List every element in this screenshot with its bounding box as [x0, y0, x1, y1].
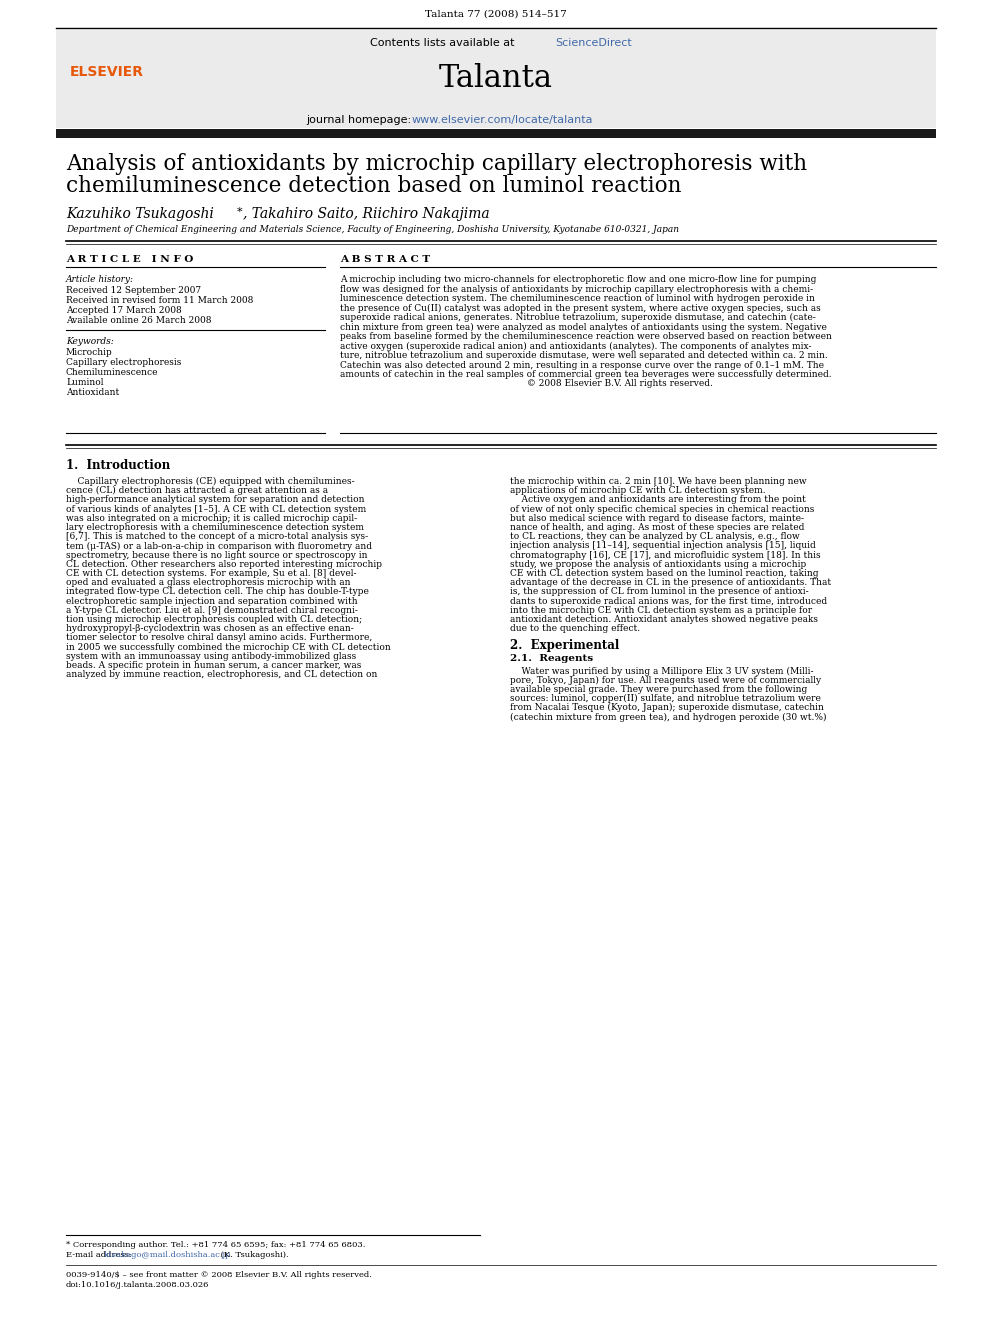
Text: Kazuhiko Tsukagoshi: Kazuhiko Tsukagoshi	[66, 206, 214, 221]
Text: of view of not only specific chemical species in chemical reactions: of view of not only specific chemical sp…	[510, 504, 814, 513]
Text: [6,7]. This is matched to the concept of a micro-total analysis sys-: [6,7]. This is matched to the concept of…	[66, 532, 368, 541]
Text: A microchip including two micro-channels for electrophoretic flow and one micro-: A microchip including two micro-channels…	[340, 275, 816, 284]
Text: Water was purified by using a Millipore Elix 3 UV system (Milli-: Water was purified by using a Millipore …	[510, 667, 813, 676]
Text: applications of microchip CE with CL detection system.: applications of microchip CE with CL det…	[510, 486, 766, 495]
Text: chemiluminescence detection based on luminol reaction: chemiluminescence detection based on lum…	[66, 175, 682, 197]
Text: Article history:: Article history:	[66, 275, 134, 284]
Text: Received in revised form 11 March 2008: Received in revised form 11 March 2008	[66, 296, 253, 306]
Text: A B S T R A C T: A B S T R A C T	[340, 255, 431, 265]
Text: study, we propose the analysis of antioxidants using a microchip: study, we propose the analysis of antiox…	[510, 560, 806, 569]
Text: ELSEVIER: ELSEVIER	[70, 65, 144, 79]
Bar	[56, 130, 936, 138]
Text: nance of health, and aging. As most of these species are related: nance of health, and aging. As most of t…	[510, 523, 805, 532]
Text: ture, nitroblue tetrazolium and superoxide dismutase, were well separated and de: ture, nitroblue tetrazolium and superoxi…	[340, 351, 827, 360]
Text: a Y-type CL detector. Liu et al. [9] demonstrated chiral recogni-: a Y-type CL detector. Liu et al. [9] dem…	[66, 606, 358, 615]
Text: , Takahiro Saito, Riichiro Nakajima: , Takahiro Saito, Riichiro Nakajima	[243, 206, 490, 221]
Text: chromatography [16], CE [17], and microfluidic system [18]. In this: chromatography [16], CE [17], and microf…	[510, 550, 820, 560]
Text: *: *	[237, 206, 243, 217]
Text: is, the suppression of CL from luminol in the presence of antioxi-: is, the suppression of CL from luminol i…	[510, 587, 808, 597]
Text: luminescence detection system. The chemiluminescence reaction of luminol with hy: luminescence detection system. The chemi…	[340, 294, 814, 303]
Text: 2.  Experimental: 2. Experimental	[510, 639, 619, 652]
Text: from Nacalai Tesque (Kyoto, Japan); superoxide dismutase, catechin: from Nacalai Tesque (Kyoto, Japan); supe…	[510, 704, 824, 712]
Text: but also medical science with regard to disease factors, mainte-: but also medical science with regard to …	[510, 513, 804, 523]
Text: sources: luminol, copper(II) sulfate, and nitroblue tetrazolium were: sources: luminol, copper(II) sulfate, an…	[510, 695, 820, 703]
Text: E-mail address:: E-mail address:	[66, 1252, 134, 1259]
Text: the microchip within ca. 2 min [10]. We have been planning new: the microchip within ca. 2 min [10]. We …	[510, 478, 806, 486]
Text: ScienceDirect: ScienceDirect	[555, 38, 632, 48]
Text: in 2005 we successfully combined the microchip CE with CL detection: in 2005 we successfully combined the mic…	[66, 643, 391, 652]
Text: injection analysis [11–14], sequential injection analysis [15], liquid: injection analysis [11–14], sequential i…	[510, 541, 815, 550]
Text: (catechin mixture from green tea), and hydrogen peroxide (30 wt.%): (catechin mixture from green tea), and h…	[510, 712, 826, 721]
Text: CE with CL detection system based on the luminol reaction, taking: CE with CL detection system based on the…	[510, 569, 818, 578]
Text: doi:10.1016/j.talanta.2008.03.026: doi:10.1016/j.talanta.2008.03.026	[66, 1281, 209, 1289]
Text: chin mixture from green tea) were analyzed as model analytes of antioxidants usi: chin mixture from green tea) were analyz…	[340, 323, 827, 332]
Text: © 2008 Elsevier B.V. All rights reserved.: © 2008 Elsevier B.V. All rights reserved…	[340, 380, 713, 389]
Text: Chemiluminescence: Chemiluminescence	[66, 368, 159, 377]
Text: antioxidant detection. Antioxidant analytes showed negative peaks: antioxidant detection. Antioxidant analy…	[510, 615, 818, 624]
Text: CL detection. Other researchers also reported interesting microchip: CL detection. Other researchers also rep…	[66, 560, 382, 569]
Text: Luminol: Luminol	[66, 378, 103, 388]
Text: Analysis of antioxidants by microchip capillary electrophoresis with: Analysis of antioxidants by microchip ca…	[66, 153, 807, 175]
Text: high-performance analytical system for separation and detection: high-performance analytical system for s…	[66, 495, 364, 504]
Text: to CL reactions, they can be analyzed by CL analysis, e.g., flow: to CL reactions, they can be analyzed by…	[510, 532, 800, 541]
Text: peaks from baseline formed by the chemiluminescence reaction were observed based: peaks from baseline formed by the chemil…	[340, 332, 832, 341]
Text: www.elsevier.com/locate/talanta: www.elsevier.com/locate/talanta	[412, 115, 593, 124]
Text: of various kinds of analytes [1–5]. A CE with CL detection system: of various kinds of analytes [1–5]. A CE…	[66, 504, 366, 513]
Text: Keywords:: Keywords:	[66, 337, 114, 347]
Text: (K. Tsukagoshi).: (K. Tsukagoshi).	[218, 1252, 289, 1259]
Text: 2.1.  Reagents: 2.1. Reagents	[510, 655, 593, 663]
Text: pore, Tokyo, Japan) for use. All reagents used were of commercially: pore, Tokyo, Japan) for use. All reagent…	[510, 676, 821, 685]
Text: * Corresponding author. Tel.: +81 774 65 6595; fax: +81 774 65 6803.: * Corresponding author. Tel.: +81 774 65…	[66, 1241, 365, 1249]
Text: Antioxidant: Antioxidant	[66, 388, 119, 397]
Text: Talanta 77 (2008) 514–517: Talanta 77 (2008) 514–517	[426, 11, 566, 19]
Text: advantage of the decrease in CL in the presence of antioxidants. That: advantage of the decrease in CL in the p…	[510, 578, 831, 587]
Text: tiomer selector to resolve chiral dansyl amino acids. Furthermore,: tiomer selector to resolve chiral dansyl…	[66, 634, 372, 643]
Bar	[56, 30, 936, 128]
Text: ktsukago@mail.doshisha.ac.jp: ktsukago@mail.doshisha.ac.jp	[104, 1252, 231, 1259]
Text: Microchip: Microchip	[66, 348, 113, 357]
Text: tem (μ-TAS) or a lab-on-a-chip in comparison with fluorometry and: tem (μ-TAS) or a lab-on-a-chip in compar…	[66, 541, 372, 550]
Text: cence (CL) detection has attracted a great attention as a: cence (CL) detection has attracted a gre…	[66, 486, 328, 495]
Text: 0039-9140/$ – see front matter © 2008 Elsevier B.V. All rights reserved.: 0039-9140/$ – see front matter © 2008 El…	[66, 1271, 372, 1279]
Text: Received 12 September 2007: Received 12 September 2007	[66, 286, 201, 295]
Text: the presence of Cu(II) catalyst was adopted in the present system, where active : the presence of Cu(II) catalyst was adop…	[340, 303, 820, 312]
Text: Available online 26 March 2008: Available online 26 March 2008	[66, 316, 211, 325]
Text: analyzed by immune reaction, electrophoresis, and CL detection on: analyzed by immune reaction, electrophor…	[66, 671, 377, 679]
Text: Capillary electrophoresis (CE) equipped with chemilumines-: Capillary electrophoresis (CE) equipped …	[66, 478, 354, 486]
Text: active oxygen (superoxide radical anion) and antioxidants (analytes). The compon: active oxygen (superoxide radical anion)…	[340, 341, 811, 351]
Text: A R T I C L E   I N F O: A R T I C L E I N F O	[66, 255, 193, 265]
Text: available special grade. They were purchased from the following: available special grade. They were purch…	[510, 685, 807, 693]
Text: system with an immunoassay using antibody-immobilized glass: system with an immunoassay using antibod…	[66, 652, 356, 660]
Text: Contents lists available at: Contents lists available at	[370, 38, 518, 48]
Text: Capillary electrophoresis: Capillary electrophoresis	[66, 359, 182, 366]
Text: journal homepage:: journal homepage:	[306, 115, 415, 124]
Text: tion using microchip electrophoresis coupled with CL detection;: tion using microchip electrophoresis cou…	[66, 615, 362, 624]
Text: into the microchip CE with CL detection system as a principle for: into the microchip CE with CL detection …	[510, 606, 812, 615]
Text: flow was designed for the analysis of antioxidants by microchip capillary electr: flow was designed for the analysis of an…	[340, 284, 813, 294]
Text: 1.  Introduction: 1. Introduction	[66, 459, 171, 472]
Text: superoxide radical anions, generates. Nitroblue tetrazolium, superoxide dismutas: superoxide radical anions, generates. Ni…	[340, 314, 815, 321]
Text: lary electrophoresis with a chemiluminescence detection system: lary electrophoresis with a chemilumines…	[66, 523, 364, 532]
Text: CE with CL detection systems. For example, Su et al. [8] devel-: CE with CL detection systems. For exampl…	[66, 569, 356, 578]
Text: oped and evaluated a glass electrophoresis microchip with an: oped and evaluated a glass electrophores…	[66, 578, 350, 587]
Text: amounts of catechin in the real samples of commercial green tea beverages were s: amounts of catechin in the real samples …	[340, 370, 831, 378]
Text: was also integrated on a microchip; it is called microchip capil-: was also integrated on a microchip; it i…	[66, 513, 357, 523]
Text: spectrometry, because there is no light source or spectroscopy in: spectrometry, because there is no light …	[66, 550, 367, 560]
Text: integrated flow-type CL detection cell. The chip has double-T-type: integrated flow-type CL detection cell. …	[66, 587, 369, 597]
Text: Active oxygen and antioxidants are interesting from the point: Active oxygen and antioxidants are inter…	[510, 495, 806, 504]
Text: hydroxypropyl-β-cyclodextrin was chosen as an effective enan-: hydroxypropyl-β-cyclodextrin was chosen …	[66, 624, 354, 634]
Text: due to the quenching effect.: due to the quenching effect.	[510, 624, 640, 634]
Text: electrophoretic sample injection and separation combined with: electrophoretic sample injection and sep…	[66, 597, 358, 606]
Text: Accepted 17 March 2008: Accepted 17 March 2008	[66, 306, 182, 315]
Text: Department of Chemical Engineering and Materials Science, Faculty of Engineering: Department of Chemical Engineering and M…	[66, 225, 679, 234]
Text: Catechin was also detected around 2 min, resulting in a response curve over the : Catechin was also detected around 2 min,…	[340, 360, 824, 369]
Text: dants to superoxide radical anions was, for the first time, introduced: dants to superoxide radical anions was, …	[510, 597, 827, 606]
Text: Talanta: Talanta	[439, 64, 553, 94]
Text: beads. A specific protein in human serum, a cancer marker, was: beads. A specific protein in human serum…	[66, 662, 361, 669]
